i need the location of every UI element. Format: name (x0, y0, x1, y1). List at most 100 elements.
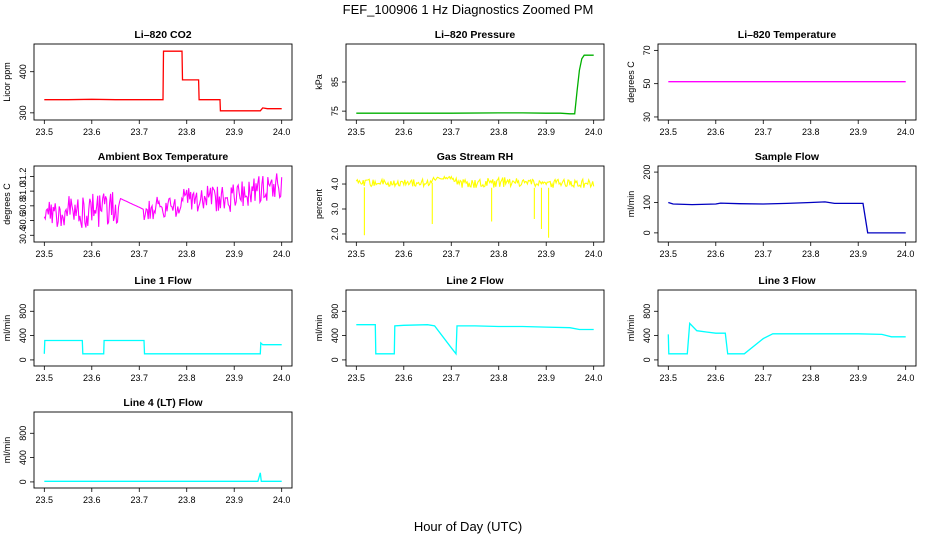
series-line (44, 50, 282, 112)
x-tick-label: 24.0 (585, 127, 603, 137)
y-tick-label: 0 (18, 479, 28, 484)
panel-title: Gas Stream RH (437, 151, 513, 163)
panel-ylabel: Licor ppm (2, 62, 12, 102)
series-line (356, 54, 594, 115)
data-series (43, 173, 283, 228)
y-tick-label: 2.0 (330, 228, 340, 241)
panel-title: Sample Flow (755, 151, 820, 163)
x-tick-label: 23.5 (348, 373, 366, 383)
x-tick-label: 23.9 (537, 249, 555, 259)
plot-frame (345, 165, 605, 243)
x-tick-label: 23.8 (802, 249, 820, 259)
data-series (44, 50, 282, 112)
panel-title: Li–820 CO2 (134, 29, 191, 41)
chart-panel-7: Line 1 Flow ml/min 23.5 23.6 23.7 23.8 23.9 24.… (2, 275, 293, 383)
x-tick-label: 24.0 (585, 373, 603, 383)
panel-ylabel: kPa (314, 74, 324, 90)
y-tick-label: 400 (18, 450, 28, 465)
y-tick-label: 800 (330, 304, 340, 319)
series-line (667, 321, 906, 355)
y-tick-label: 30.4 (18, 227, 28, 245)
x-tick-label: 24.0 (897, 249, 915, 259)
y-tick-label: 75 (330, 106, 340, 116)
panel-title: Line 1 Flow (134, 275, 192, 287)
x-tick-label: 23.9 (849, 127, 867, 137)
panel-title: Li–820 Pressure (435, 29, 516, 41)
x-tick-label: 23.6 (395, 249, 413, 259)
x-tick-label: 23.9 (849, 249, 867, 259)
x-tick-label: 23.5 (348, 249, 366, 259)
data-series (356, 324, 594, 356)
panel-title: Line 4 (LT) Flow (123, 397, 203, 409)
series-line (668, 201, 906, 234)
figure-title: FEF_100906 1 Hz Diagnostics Zoomed PM (343, 2, 594, 17)
chart-panel-1: Li–820 CO2 Licor ppm 23.5 23.6 23.7 23.8 23.9 2… (2, 29, 293, 137)
y-tick-label: 0 (642, 230, 652, 235)
x-tick-label: 23.7 (130, 127, 148, 137)
chart-panel-4: Ambient Box Temperature degrees C 23.5 23.6… (2, 151, 293, 259)
x-tick-label: 23.5 (36, 495, 54, 505)
y-tick-label: 30.6 (18, 212, 28, 230)
y-tick-label: 30.8 (18, 197, 28, 215)
y-tick-label: 100 (642, 195, 652, 210)
x-tick-label: 23.5 (36, 249, 54, 259)
data-series (668, 201, 906, 234)
plot-frame (33, 165, 293, 243)
panel-ylabel: ml/min (2, 315, 12, 342)
y-tick-label: 50 (642, 79, 652, 89)
y-tick-label: 3.0 (330, 203, 340, 216)
x-tick-label: 23.8 (178, 495, 196, 505)
y-tick-label: 800 (642, 304, 652, 319)
x-tick-label: 23.7 (442, 373, 460, 383)
x-tick-label: 23.8 (178, 249, 196, 259)
x-tick-label: 23.9 (225, 127, 243, 137)
y-tick-label: 400 (642, 328, 652, 343)
x-tick-label: 24.0 (585, 249, 603, 259)
series-line (356, 324, 594, 356)
panel-ylabel: degrees C (626, 61, 636, 103)
x-tick-label: 23.9 (537, 373, 555, 383)
x-tick-label: 23.9 (225, 373, 243, 383)
data-series (44, 472, 282, 482)
x-tick-label: 24.0 (897, 127, 915, 137)
panel-title: Ambient Box Temperature (98, 151, 229, 163)
figure-xlabel: Hour of Day (UTC) (414, 519, 522, 534)
y-tick-label: 300 (18, 105, 28, 120)
x-tick-label: 23.6 (707, 373, 725, 383)
panel-title: Li–820 Temperature (738, 29, 837, 41)
x-tick-label: 24.0 (273, 127, 291, 137)
y-tick-label: 0 (330, 357, 340, 362)
x-tick-label: 23.7 (754, 127, 772, 137)
y-tick-label: 800 (18, 426, 28, 441)
x-tick-label: 24.0 (273, 373, 291, 383)
panel-title: Line 3 Flow (758, 275, 816, 287)
x-tick-label: 23.6 (707, 249, 725, 259)
series-line (43, 173, 283, 228)
data-series (356, 54, 594, 115)
panel-ylabel: ml/min (626, 315, 636, 342)
series-line (355, 175, 595, 189)
x-tick-label: 23.5 (660, 127, 678, 137)
x-tick-label: 23.9 (225, 249, 243, 259)
x-tick-label: 23.7 (442, 249, 460, 259)
x-tick-label: 23.7 (130, 249, 148, 259)
x-tick-label: 23.6 (83, 373, 101, 383)
plot-frame (345, 43, 605, 121)
y-tick-label: 31.2 (18, 168, 28, 186)
plot-frame (33, 43, 293, 121)
data-series (355, 175, 595, 238)
x-tick-label: 23.6 (395, 373, 413, 383)
data-series (667, 321, 906, 355)
y-tick-label: 70 (642, 45, 652, 55)
x-tick-label: 23.6 (707, 127, 725, 137)
panel-ylabel: percent (314, 188, 324, 219)
x-tick-label: 23.5 (36, 373, 54, 383)
chart-panel-9: Line 3 Flow ml/min 23.5 23.6 23.7 23.8 23.9 24.… (626, 275, 917, 383)
x-tick-label: 23.8 (490, 127, 508, 137)
y-tick-label: 0 (18, 357, 28, 362)
x-tick-label: 23.9 (225, 495, 243, 505)
x-tick-label: 23.8 (178, 127, 196, 137)
y-tick-label: 400 (330, 328, 340, 343)
y-tick-label: 31.0 (18, 182, 28, 200)
